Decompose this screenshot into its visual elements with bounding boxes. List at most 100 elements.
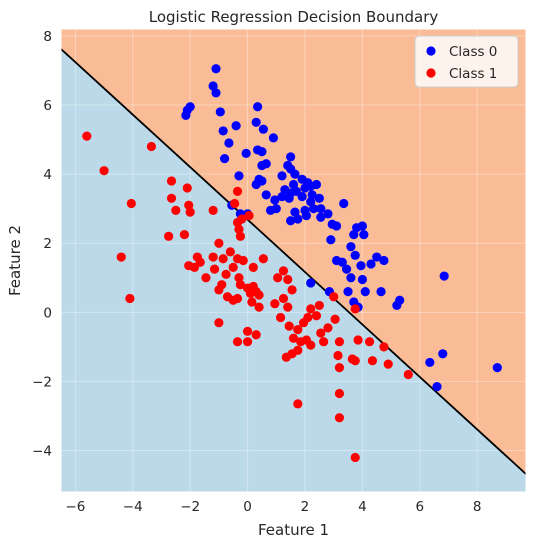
scatter-point <box>189 262 200 273</box>
scatter-point <box>379 342 389 352</box>
y-axis-title: Feature 2 <box>6 225 24 296</box>
chart-title: Logistic Regression Decision Boundary <box>149 8 439 26</box>
scatter-point <box>379 255 389 266</box>
scatter-point <box>211 64 221 74</box>
scatter-point <box>201 273 211 283</box>
y-tick-label: 8 <box>43 29 52 45</box>
scatter-point <box>181 110 191 120</box>
x-tick-label: −6 <box>65 499 85 515</box>
scatter-point <box>439 271 449 281</box>
scatter-point <box>297 191 307 202</box>
scatter-point <box>232 186 243 196</box>
scatter-point <box>277 171 287 181</box>
scatter-point <box>234 273 244 283</box>
y-tick-label: −4 <box>32 444 52 460</box>
scatter-point <box>334 413 345 423</box>
scatter-point <box>214 318 224 328</box>
scatter-point <box>116 252 126 262</box>
scatter-point <box>357 221 367 231</box>
decision-boundary-line <box>61 48 526 475</box>
scatter-point <box>230 198 240 209</box>
scatter-point <box>208 205 218 215</box>
scatter-point <box>221 269 231 279</box>
scatter-point <box>238 255 248 266</box>
scatter-point <box>268 133 279 143</box>
y-tick-label: 2 <box>43 236 52 252</box>
scatter-point <box>314 193 324 203</box>
scatter-point <box>258 124 268 134</box>
scatter-point <box>346 242 356 252</box>
scatter-point <box>360 286 370 297</box>
scatter-point <box>241 148 251 158</box>
axes-layer: −6 −4 −2 0 2 4 6 8 −4 −2 0 2 4 6 8 <box>32 28 527 515</box>
scatter-point <box>334 363 345 373</box>
scatter-point <box>293 399 303 409</box>
scatter-point <box>242 326 253 336</box>
y-tick-label: 4 <box>43 167 52 183</box>
scatter-point <box>350 304 360 314</box>
scatter-point <box>350 452 360 463</box>
scatter-point <box>286 216 296 226</box>
scatter-point <box>323 323 333 333</box>
scatter-point <box>288 333 299 343</box>
legend-marker <box>426 68 436 78</box>
scatter-point <box>179 229 190 240</box>
scatter-point <box>366 259 376 269</box>
scatter-point <box>293 214 303 224</box>
x-tick-label: −4 <box>123 499 143 515</box>
scatter-point <box>334 337 345 347</box>
scatter-point <box>166 176 177 186</box>
scatter-point <box>286 152 296 162</box>
scatter-point <box>164 231 174 241</box>
scatter-point <box>209 264 220 274</box>
scatter-point <box>357 274 367 285</box>
scatter-point <box>316 204 326 214</box>
scatter-point <box>166 193 177 203</box>
scatter-point <box>323 209 333 219</box>
scatter-point <box>231 121 241 131</box>
scatter-point <box>208 81 218 91</box>
scatter-point <box>290 207 300 217</box>
plot-area <box>61 29 526 492</box>
scatter-point <box>350 250 360 260</box>
scatter-point <box>248 281 258 292</box>
scatter-point <box>383 359 393 369</box>
legend-marker <box>426 46 436 56</box>
scatter-point <box>342 264 352 274</box>
scatter-point <box>220 153 230 164</box>
scatter-point <box>376 286 386 297</box>
scatter-point <box>248 262 258 273</box>
scatter-point <box>251 179 261 190</box>
scatter-point <box>326 235 336 245</box>
scatter-point <box>261 159 271 169</box>
x-tick-label: 6 <box>415 499 424 515</box>
scatter-point <box>284 193 294 203</box>
scatter-point <box>281 352 291 362</box>
scatter-point <box>232 293 243 304</box>
scatter-point <box>82 131 92 141</box>
scatter-point <box>367 356 378 366</box>
scatter-point <box>182 183 192 193</box>
scatter-point <box>218 254 228 264</box>
scatter-point <box>306 340 316 350</box>
plot-frame <box>60 28 527 493</box>
scatter-point <box>356 261 366 271</box>
legend: Class 0 Class 1 <box>414 35 519 88</box>
scatter-point <box>492 363 502 373</box>
scatter-point <box>329 292 339 302</box>
scatter-point <box>235 280 245 290</box>
scatter-point <box>337 257 347 267</box>
scatter-point <box>307 190 317 200</box>
scatter-point <box>185 207 195 217</box>
scatter-point <box>319 337 329 347</box>
scatter-point <box>244 210 254 221</box>
scatter-point <box>293 325 303 335</box>
scatter-point <box>232 217 243 228</box>
scatter-point <box>349 229 359 240</box>
y-tick-label: 0 <box>43 305 52 321</box>
x-axis-title: Feature 1 <box>258 521 329 539</box>
scatter-point <box>346 273 356 283</box>
scatter-point <box>306 278 316 288</box>
scatter-point <box>261 190 271 200</box>
